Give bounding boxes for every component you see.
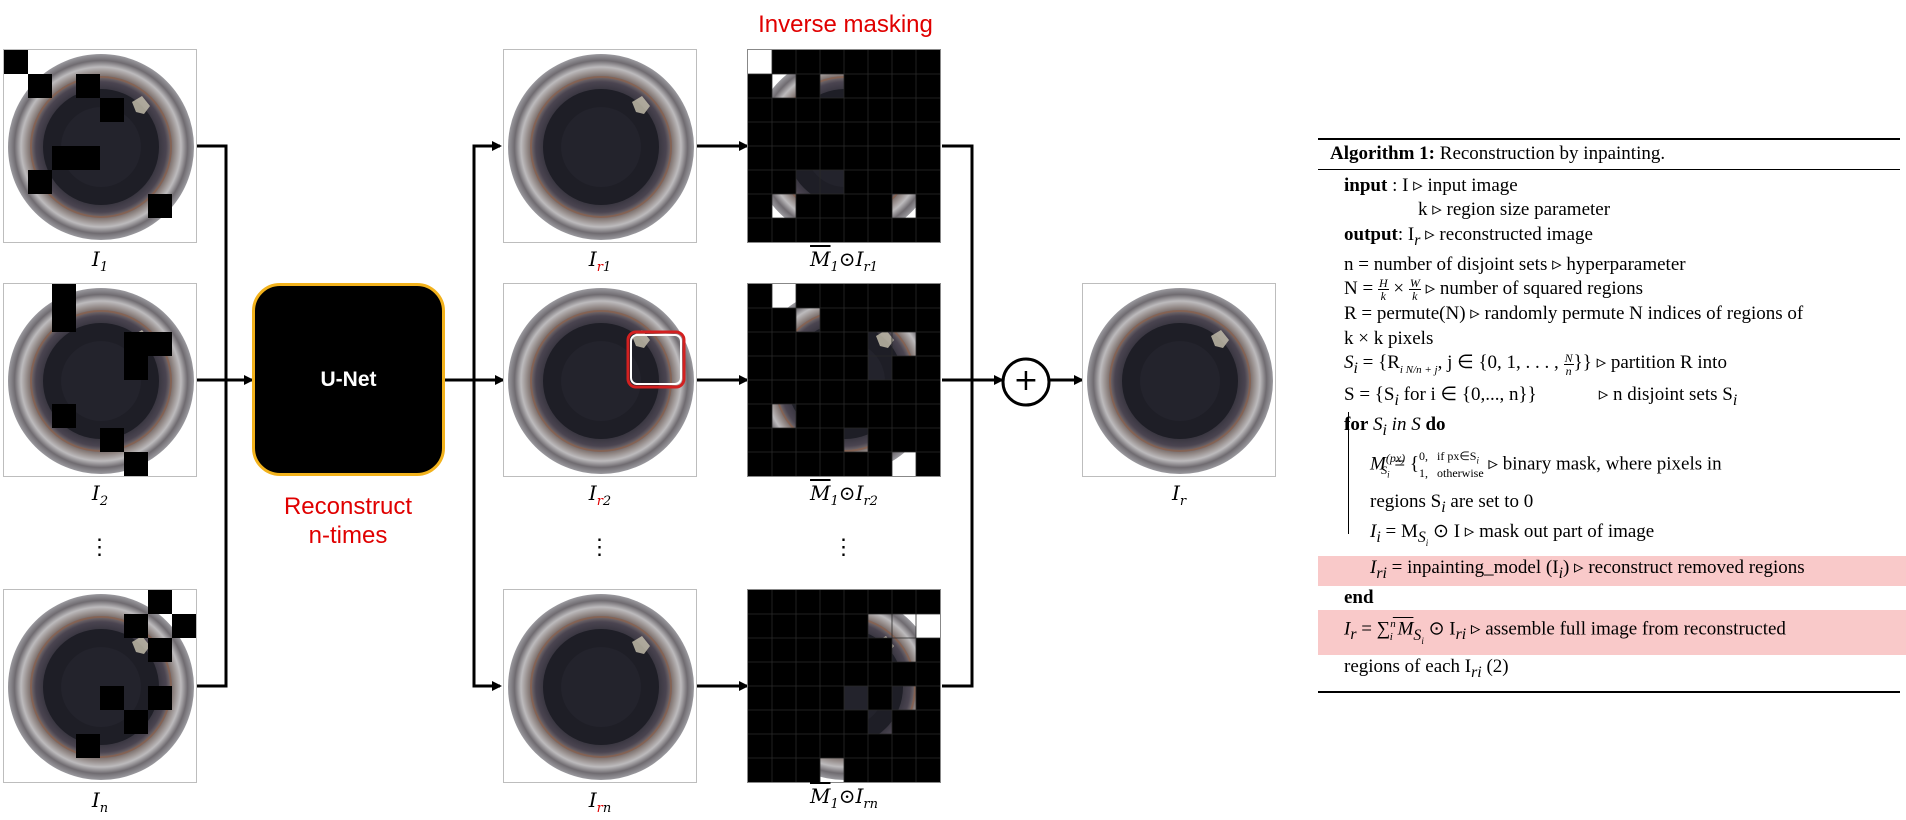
algo-line-for: for Si in S do xyxy=(1344,414,1446,439)
algo-line-end: end xyxy=(1344,586,1374,608)
input-caption-2: I2 xyxy=(91,481,109,509)
input-caption-1: I1 xyxy=(91,247,109,275)
algo-line-last: regions of each Iri (2) xyxy=(1344,655,1509,681)
masked-caption-1: M1⊙Ir1 xyxy=(810,247,878,275)
recon-caption-1: Ir1 xyxy=(588,247,612,275)
algo-title-rule xyxy=(1318,168,1900,170)
input-caption-n: In xyxy=(91,788,109,816)
recon-caption-2: Ir2 xyxy=(588,481,612,509)
algorithm-box: Algorithm 1: Reconstruction by inpaintin… xyxy=(1318,138,1906,693)
algo-title: Algorithm 1: Reconstruction by inpaintin… xyxy=(1330,143,1666,164)
input-ellipsis: ⋮ xyxy=(88,535,112,560)
algo-top-rule xyxy=(1318,138,1900,140)
unet-block: U-Net xyxy=(252,283,445,476)
algo-body: input : I ▹ input image k ▹ region size … xyxy=(1318,170,1906,691)
algo-loop-bar xyxy=(1348,411,1349,534)
algo-line-S: S = {Si for i ∈ {0,..., n}} ▹ n disjoint … xyxy=(1344,383,1738,409)
input-image-2 xyxy=(3,283,197,477)
algo-bottom-rule xyxy=(1318,690,1900,693)
sum-symbol: + xyxy=(1013,363,1039,398)
algo-line-R1: R = permute(N) ▹ randomly permute N indi… xyxy=(1344,303,1804,325)
algo-line-Ir: Ir = ∑ni MSi ⊙ Iri ▹ assemble full image… xyxy=(1318,610,1906,655)
algo-line-mask-2: regions Si are set to 0 xyxy=(1370,490,1534,516)
masked-ellipsis: ⋮ xyxy=(832,535,856,560)
sum-node xyxy=(1001,357,1051,407)
recon-ellipsis: ⋮ xyxy=(588,535,612,560)
recon-caption-n: Irn xyxy=(588,788,612,816)
masked-caption-2: M1⊙Ir2 xyxy=(810,481,878,509)
recon-image-1 xyxy=(503,49,697,243)
recon-image-n xyxy=(503,589,697,783)
inverse-masking-label: Inverse masking xyxy=(758,11,933,38)
masked-image-1 xyxy=(747,49,941,243)
algo-line-Ii: Ii = MSi ⊙ I ▹ mask out part of image xyxy=(1370,521,1655,549)
algo-line-input: input : I ▹ input image xyxy=(1344,174,1518,196)
algo-line-output: output: Ir ▹ reconstructed image xyxy=(1344,223,1593,249)
highlight-box xyxy=(626,330,686,389)
input-image-n xyxy=(3,589,197,783)
output-caption: Ir xyxy=(1171,481,1187,509)
algo-line-n: n = number of disjoint sets ▹ hyperparam… xyxy=(1344,253,1686,275)
input-image-1 xyxy=(3,49,197,243)
reconstruct-label: Reconstruct n-times xyxy=(283,493,413,549)
algo-line-input-k: k ▹ region size parameter xyxy=(1418,199,1611,220)
masked-image-2 xyxy=(747,283,941,477)
algo-line-mask: M(px)Si = {0, if px∈Si 1, otherwise ▹ bin… xyxy=(1370,449,1722,481)
masked-caption-n: M1⊙Irn xyxy=(809,784,879,812)
output-image xyxy=(1082,283,1276,477)
recon-image-2 xyxy=(503,283,697,477)
algo-line-R2: k × k pixels xyxy=(1344,327,1434,349)
algo-line-Iri: Iri = inpainting_model (Ii) ▹ reconstruc… xyxy=(1318,555,1906,586)
masked-image-n xyxy=(747,589,941,783)
unet-label: U-Net xyxy=(320,367,377,391)
